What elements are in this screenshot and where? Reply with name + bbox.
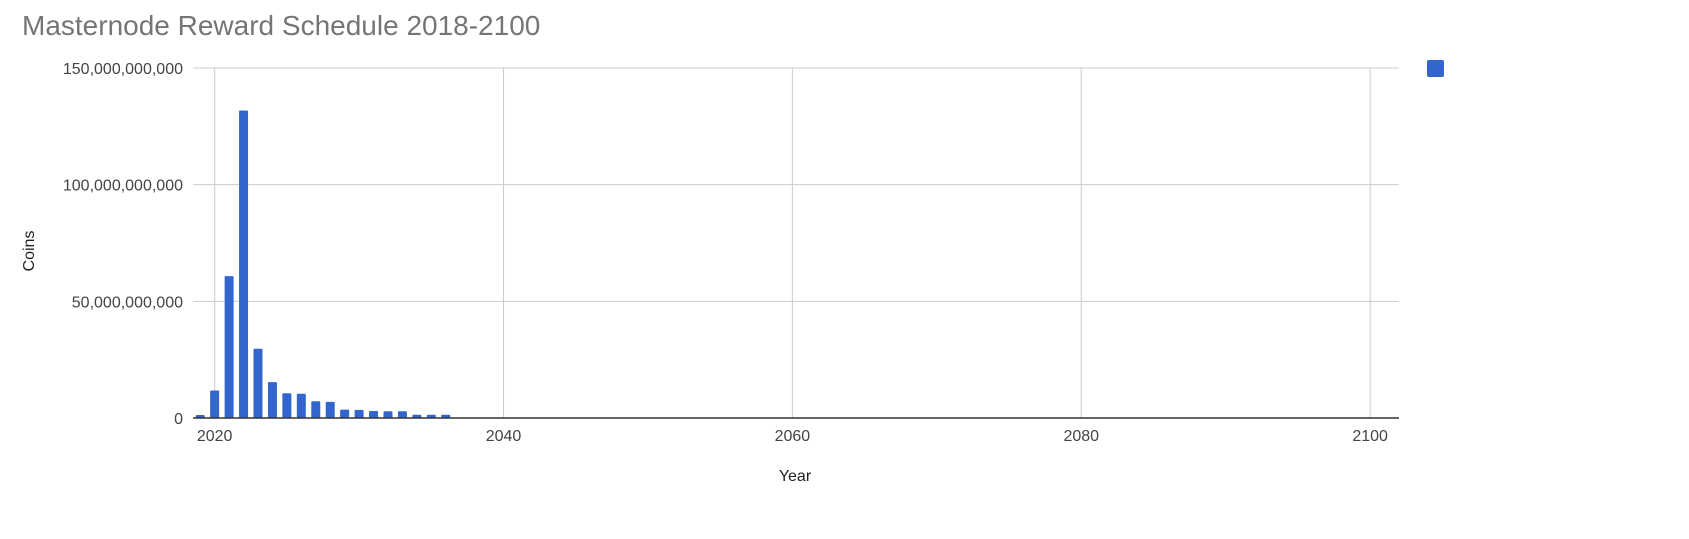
bar xyxy=(311,401,321,418)
grid-lines xyxy=(193,67,1399,418)
x-tick-label: 2040 xyxy=(486,428,522,445)
bar xyxy=(267,382,277,418)
bar xyxy=(369,411,379,418)
bar xyxy=(441,414,451,418)
bar xyxy=(210,390,220,418)
y-tick-label: 100,000,000,000 xyxy=(63,178,183,195)
bar xyxy=(282,393,292,418)
x-axis-title: Year xyxy=(779,468,812,485)
x-tick-label: 2100 xyxy=(1352,428,1388,445)
bar-series xyxy=(195,110,451,418)
legend xyxy=(1427,60,1444,77)
bar xyxy=(195,414,205,418)
y-tick-label: 0 xyxy=(174,411,183,428)
bar xyxy=(239,110,249,418)
bar xyxy=(397,411,407,418)
bar xyxy=(296,393,306,418)
bar xyxy=(325,401,335,418)
y-tick-label: 50,000,000,000 xyxy=(72,294,183,311)
x-tick-label: 2060 xyxy=(775,428,811,445)
tick-labels: 0 50,000,000,000 100,000,000,000 150,000,00… xyxy=(63,61,1388,445)
chart-title: Masternode Reward Schedule 2018-2100 xyxy=(22,10,541,41)
bar xyxy=(412,414,422,418)
legend-swatch xyxy=(1427,60,1444,77)
y-tick-label: 150,000,000,000 xyxy=(63,61,183,78)
bar xyxy=(253,348,263,418)
bar xyxy=(340,409,350,418)
y-axis-title: Coins xyxy=(21,231,38,272)
x-tick-label: 2020 xyxy=(197,428,233,445)
x-tick-label: 2080 xyxy=(1063,428,1099,445)
bar xyxy=(383,411,393,418)
bar xyxy=(224,276,234,418)
bar xyxy=(426,414,436,418)
bar xyxy=(354,409,364,418)
